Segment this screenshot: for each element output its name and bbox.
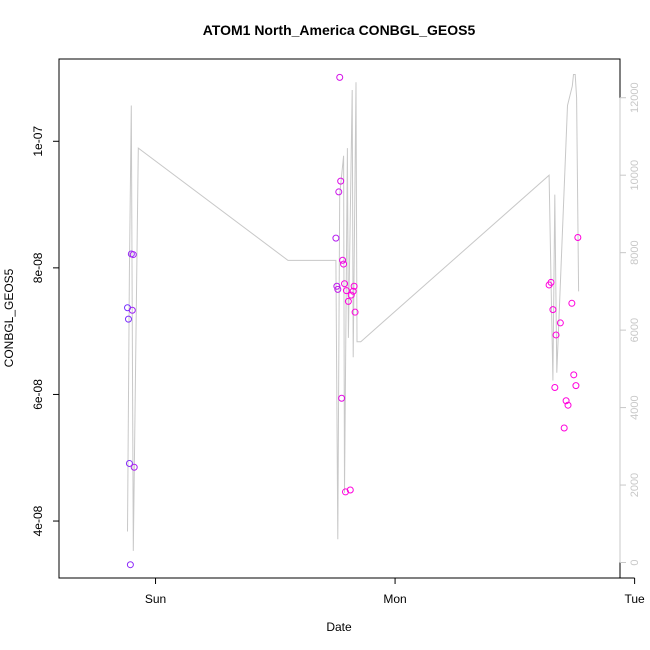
y2-tick-label: 0 <box>629 559 641 565</box>
x-tick-label: Mon <box>383 592 406 606</box>
y-axis: 4e-08 6e-08 8e-08 1e-07 <box>31 126 60 536</box>
scatter-point <box>130 463 138 471</box>
secondary-line <box>127 74 580 551</box>
y-axis-label: CONBGL_GEOS5 <box>2 268 16 367</box>
scatter-point <box>128 306 136 314</box>
y2-tick-label: 2000 <box>629 473 641 497</box>
scatter-point <box>549 306 557 314</box>
scatter-point <box>547 278 555 286</box>
scatter-point <box>125 459 133 467</box>
scatter-point <box>574 233 582 241</box>
x-axis-label: Date <box>326 620 352 634</box>
y-tick-label: 4e-08 <box>31 505 45 536</box>
y-tick-label: 1e-07 <box>31 126 45 157</box>
scatter-point <box>337 177 345 185</box>
scatter-point <box>349 287 357 295</box>
scatter-point <box>552 331 560 339</box>
scatter-point <box>126 561 134 569</box>
y2-tick-label: 4000 <box>629 395 641 419</box>
scatter-point <box>334 285 342 293</box>
scatter-point <box>556 319 564 327</box>
chart-title: ATOM1 North_America CONBGL_GEOS5 <box>203 22 476 38</box>
y2-axis: 0 2000 4000 6000 8000 10000 12000 <box>619 82 641 566</box>
scatter-point <box>340 260 348 268</box>
y-tick-label: 6e-08 <box>31 379 45 410</box>
scatter-point <box>560 424 568 432</box>
scatter-point <box>341 488 349 496</box>
scatter-point <box>129 251 137 259</box>
y2-tick-label: 12000 <box>629 82 641 113</box>
scatter-point <box>351 308 359 316</box>
x-tick-label: Sun <box>145 592 166 606</box>
scatter-point <box>347 291 355 299</box>
scatter-point <box>335 188 343 196</box>
scatter-point <box>564 401 572 409</box>
scatter-point <box>350 282 358 290</box>
scatter-point <box>346 486 354 494</box>
y2-tick-label: 8000 <box>629 240 641 264</box>
scatter-point <box>336 73 344 81</box>
scatter-point <box>562 397 570 405</box>
scatter-point <box>551 383 559 391</box>
scatter-point <box>124 315 132 323</box>
x-axis: Sun Mon Tue <box>145 577 645 606</box>
scatter-point <box>338 394 346 402</box>
scatter-point <box>570 371 578 379</box>
scatter-point <box>332 234 340 242</box>
scatter-point <box>341 280 349 288</box>
scatter-points <box>124 73 582 569</box>
y-tick-label: 8e-08 <box>31 252 45 283</box>
scatter-point <box>339 256 347 264</box>
scatter-point <box>344 297 352 305</box>
y2-tick-label: 10000 <box>629 160 641 191</box>
scatter-point <box>342 287 350 295</box>
x-tick-label: Tue <box>624 592 645 606</box>
y2-tick-label: 6000 <box>629 318 641 342</box>
scatter-point <box>572 382 580 390</box>
scatter-point <box>568 299 576 307</box>
secondary-line-series <box>127 74 580 551</box>
scatter-point <box>333 282 341 290</box>
